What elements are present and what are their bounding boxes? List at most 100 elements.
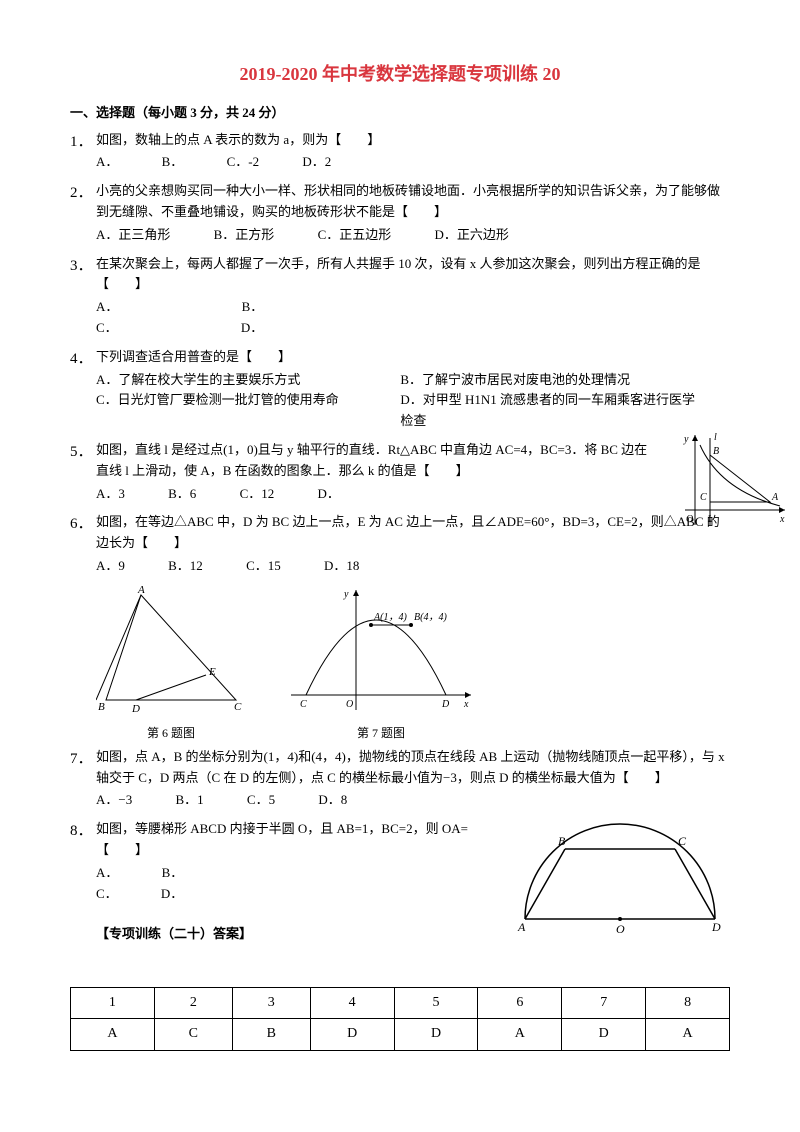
ans-h-3: 3 <box>232 988 310 1019</box>
ans-h-2: 2 <box>154 988 232 1019</box>
q5-label-x: x <box>779 514 785 525</box>
q8-figure: A B C D O <box>510 819 730 946</box>
ans-v-2: C <box>154 1019 232 1050</box>
q7-opt-a: A．−3 <box>96 790 132 811</box>
question-3: 3． 在某次聚会上，每两人都握了一次手，所有人共握手 10 次，设有 x 人参加… <box>70 254 730 339</box>
q7-label-y: y <box>343 589 349 600</box>
q7-options: A．−3 B．1 C．5 D．8 <box>96 790 730 811</box>
q2-number: 2． <box>70 181 96 245</box>
answer-header-row: 1 2 3 4 5 6 7 8 <box>71 988 730 1019</box>
q5-label-y: y <box>683 434 689 445</box>
q5-opt-b: B．6 <box>168 484 196 505</box>
q8-opt-d: D． <box>161 884 183 905</box>
q7-label-c: C <box>300 699 307 710</box>
answer-value-row: A C B D D A D A <box>71 1019 730 1050</box>
q2-stem: 小亮的父亲想购买同一种大小一样、形状相同的地板砖铺设地面．小亮根据所学的知识告诉… <box>96 181 730 223</box>
q5-options: A．3 B．6 C．12 D． <box>96 484 650 505</box>
q6-number: 6． <box>70 512 96 576</box>
question-4: 4． 下列调查适合用普查的是【 】 A．了解在校大学生的主要娱乐方式 B．了解宁… <box>70 347 730 432</box>
ans-v-1: A <box>71 1019 155 1050</box>
q3-stem: 在某次聚会上，每两人都握了一次手，所有人共握手 10 次，设有 x 人参加这次聚… <box>96 254 730 296</box>
q6-stem: 如图，在等边△ABC 中，D 为 BC 边上一点，E 为 AC 边上一点，且∠A… <box>96 512 730 554</box>
q6-label-e: E <box>208 666 216 678</box>
q7-label-d: D <box>441 699 450 710</box>
q8-label-b: B <box>558 834 566 848</box>
q4-number: 4． <box>70 347 96 432</box>
q7-label-a: A(1，4) <box>373 612 407 623</box>
q5-number: 5． <box>70 440 96 504</box>
question-1: 1． 如图，数轴上的点 A 表示的数为 a，则为【 】 A． B． C．-2 D… <box>70 130 730 174</box>
q3-options: A． B． C． D． <box>96 297 730 339</box>
q5-opt-d: D． <box>317 484 339 505</box>
q5-label-l: l <box>714 432 717 443</box>
q8-opt-c: C． <box>96 884 118 905</box>
q8-label-a: A <box>517 920 526 934</box>
q1-opt-c: C．-2 <box>227 152 260 173</box>
q4-opt-c: C．日光灯管厂要检测一批灯管的使用寿命 <box>96 390 400 432</box>
q5-label-b: B <box>713 446 719 457</box>
q6-figlabel: 第 6 题图 <box>96 724 246 743</box>
q7-stem: 如图，点 A，B 的坐标分别为(1，4)和(4，4)，抛物线的顶点在线段 AB … <box>96 747 730 789</box>
ans-h-7: 7 <box>562 988 646 1019</box>
q6-label-d: D <box>131 703 140 715</box>
q8-opt-a: A． <box>96 863 118 884</box>
q3-opt-b: B． <box>242 297 264 318</box>
q7-figure: A(1，4) B(4，4) C O D x y 第 7 题图 <box>286 585 476 743</box>
q1-opt-b: B． <box>162 152 184 173</box>
figure-row-6-7: A B C D E 第 6 题图 A(1，4) B(4，4) C O D x y… <box>96 585 730 743</box>
q3-opt-d: D． <box>241 318 263 339</box>
q6-opt-a: A．9 <box>96 556 125 577</box>
section-header: 一、选择题（每小题 3 分，共 24 分） <box>70 103 730 124</box>
ans-h-6: 6 <box>478 988 562 1019</box>
q3-opt-c: C． <box>96 318 118 339</box>
q7-label-b: B(4，4) <box>414 612 447 623</box>
q5-opt-a: A．3 <box>96 484 125 505</box>
ans-h-1: 1 <box>71 988 155 1019</box>
q3-opt-a: A． <box>96 297 118 318</box>
q4-opt-d: D．对甲型 H1N1 流感患者的同一车厢乘客进行医学检查 <box>400 390 704 432</box>
q8-opt-b: B． <box>162 863 184 884</box>
q6-figure: A B C D E 第 6 题图 <box>96 585 246 743</box>
q2-opt-b: B．正方形 <box>214 225 275 246</box>
ans-h-8: 8 <box>646 988 730 1019</box>
q1-opt-d: D．2 <box>302 152 331 173</box>
q8-number: 8． <box>70 819 96 957</box>
q7-number: 7． <box>70 747 96 811</box>
answer-table: 1 2 3 4 5 6 7 8 A C B D D A D A <box>70 987 730 1051</box>
answer-header: 【专项训练（二十）答案】 <box>96 924 500 945</box>
q1-opt-a: A． <box>96 152 118 173</box>
question-2: 2． 小亮的父亲想购买同一种大小一样、形状相同的地板砖铺设地面．小亮根据所学的知… <box>70 181 730 245</box>
ans-v-6: A <box>478 1019 562 1050</box>
q1-number: 1． <box>70 130 96 174</box>
ans-v-7: D <box>562 1019 646 1050</box>
ans-h-4: 4 <box>310 988 394 1019</box>
q6-label-a: A <box>137 585 145 596</box>
q6-opt-b: B．12 <box>168 556 203 577</box>
q6-label-c: C <box>234 701 242 713</box>
question-8: 8． 如图，等腰梯形 ABCD 内接于半圆 O，且 AB=1，BC=2，则 OA… <box>70 819 730 957</box>
q4-options: A．了解在校大学生的主要娱乐方式 B．了解宁波市居民对废电池的处理情况 C．日光… <box>96 370 730 432</box>
ans-v-8: A <box>646 1019 730 1050</box>
q4-opt-a: A．了解在校大学生的主要娱乐方式 <box>96 370 400 391</box>
q3-number: 3． <box>70 254 96 339</box>
q8-label-d: D <box>711 920 721 934</box>
q8-label-o: O <box>616 922 625 936</box>
q1-stem: 如图，数轴上的点 A 表示的数为 a，则为【 】 <box>96 130 730 151</box>
q5-label-c: C <box>700 492 707 503</box>
question-5: 5． 如图，直线 l 是经过点(1，0)且与 y 轴平行的直线．Rt△ABC 中… <box>70 440 730 504</box>
q2-opt-d: D．正六边形 <box>434 225 508 246</box>
q7-opt-c: C．5 <box>247 790 275 811</box>
q8-label-c: C <box>678 834 687 848</box>
question-6: 6． 如图，在等边△ABC 中，D 为 BC 边上一点，E 为 AC 边上一点，… <box>70 512 730 576</box>
q6-options: A．9 B．12 C．15 D．18 <box>96 556 730 577</box>
q2-opt-c: C．正五边形 <box>318 225 392 246</box>
q7-opt-b: B．1 <box>175 790 203 811</box>
ans-v-5: D <box>394 1019 478 1050</box>
q7-opt-d: D．8 <box>318 790 347 811</box>
q4-stem: 下列调查适合用普查的是【 】 <box>96 347 730 368</box>
q8-stem: 如图，等腰梯形 ABCD 内接于半圆 O，且 AB=1，BC=2，则 OA=【 … <box>96 819 500 861</box>
ans-v-3: B <box>232 1019 310 1050</box>
q2-options: A．正三角形 B．正方形 C．正五边形 D．正六边形 <box>96 225 730 246</box>
q6-opt-c: C．15 <box>246 556 281 577</box>
q5-stem: 如图，直线 l 是经过点(1，0)且与 y 轴平行的直线．Rt△ABC 中直角边… <box>96 440 650 482</box>
